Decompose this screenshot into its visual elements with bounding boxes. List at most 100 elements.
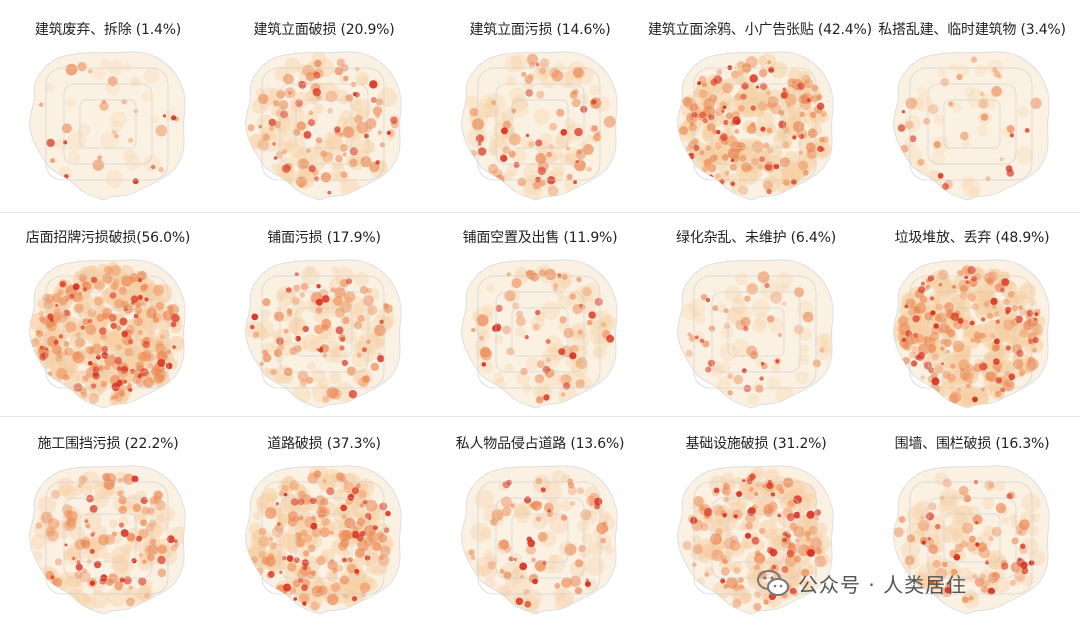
heat-spot [128, 585, 133, 590]
heat-spot [514, 504, 529, 519]
heat-spot [782, 537, 787, 543]
heat-spot [923, 336, 931, 344]
heat-spot [976, 124, 988, 136]
heat-spot [133, 316, 144, 327]
heat-spot [501, 506, 512, 517]
heat-spot [275, 531, 292, 548]
heat-spot [96, 366, 114, 384]
heat-spot [264, 507, 277, 519]
heat-spot [982, 497, 995, 510]
heat-spot [732, 586, 752, 605]
heat-spot [274, 117, 290, 133]
heat-spot [941, 362, 944, 366]
heat-spot [555, 289, 564, 299]
heat-spot [927, 534, 940, 547]
heat-spot [802, 580, 813, 591]
heat-spot [730, 163, 737, 171]
heat-spot [569, 293, 576, 300]
heat-spot [134, 306, 143, 314]
heat-spot [122, 62, 132, 72]
heat-spot [338, 132, 344, 137]
heat-spot [535, 153, 547, 164]
heat-spot [709, 475, 727, 493]
heat-spot [957, 317, 964, 324]
heat-spot [281, 476, 297, 492]
heat-spot [561, 274, 568, 280]
heat-spot [999, 157, 1004, 162]
heat-spot [793, 555, 802, 563]
heat-spot [551, 163, 566, 177]
ring-road [295, 99, 353, 149]
heat-spot [128, 137, 134, 143]
heat-spot [808, 525, 818, 535]
heat-spot [353, 321, 363, 330]
heat-spot [111, 282, 119, 290]
heat-spot [682, 540, 692, 551]
heat-spot [306, 593, 323, 610]
heat-spot [725, 112, 733, 120]
heat-spot [754, 591, 761, 598]
heat-spot [372, 525, 378, 531]
heat-spot [934, 314, 942, 322]
heat-spot [730, 298, 747, 315]
heat-spot [132, 178, 139, 185]
heat-spot [114, 356, 122, 365]
heat-spot [1016, 105, 1029, 118]
heat-spot [592, 348, 602, 359]
heat-spot [334, 307, 345, 318]
heat-spot [352, 98, 372, 118]
heat-spot [274, 523, 284, 533]
heat-spot [986, 371, 997, 382]
heat-spot [335, 472, 344, 481]
heat-spot [917, 575, 930, 588]
heat-spot [525, 544, 536, 555]
heat-spot [162, 114, 167, 118]
heat-spot [489, 133, 505, 148]
heat-spot [734, 129, 740, 134]
heat-spot [73, 383, 83, 392]
heat-spot [952, 103, 962, 113]
heat-spot [712, 517, 729, 534]
heat-spot [332, 489, 345, 502]
heat-spot [727, 390, 733, 396]
heat-spot [86, 559, 92, 564]
heat-spot [170, 544, 178, 552]
heat-spot [545, 563, 555, 574]
heat-spot [708, 139, 724, 155]
heat-spot [55, 354, 63, 362]
heat-spot [764, 282, 770, 289]
heat-spot [477, 329, 491, 343]
heat-spot [905, 330, 912, 337]
heat-spot [933, 580, 941, 588]
heat-spot [351, 349, 370, 368]
heat-spot [940, 77, 949, 87]
heat-spot [756, 481, 763, 488]
heat-spot [375, 113, 380, 119]
heat-spot [754, 312, 770, 328]
heat-spot [340, 473, 357, 490]
heat-spot [138, 552, 144, 558]
heat-spot [267, 570, 275, 578]
heat-spot [991, 86, 1002, 97]
heat-spot [601, 322, 607, 328]
heat-spot [291, 312, 303, 324]
heat-spot [718, 361, 731, 374]
ring-road [45, 481, 169, 595]
heat-spot [509, 133, 521, 146]
heat-spot [480, 527, 492, 540]
heat-spot [536, 90, 545, 99]
heat-spot [966, 496, 971, 502]
heat-spot [971, 275, 977, 282]
heat-spot [305, 71, 316, 82]
heat-spot [107, 59, 124, 76]
heat-spot [549, 67, 560, 78]
heat-spot [74, 303, 84, 313]
heat-spot [772, 565, 776, 570]
heat-spot [735, 272, 749, 286]
heat-spot [1005, 306, 1012, 313]
heat-spot [490, 518, 498, 526]
heat-spot [339, 475, 345, 482]
heat-spot [907, 534, 915, 543]
map-cell: 绿化杂乱、未维护 (6.4%) [648, 214, 864, 419]
